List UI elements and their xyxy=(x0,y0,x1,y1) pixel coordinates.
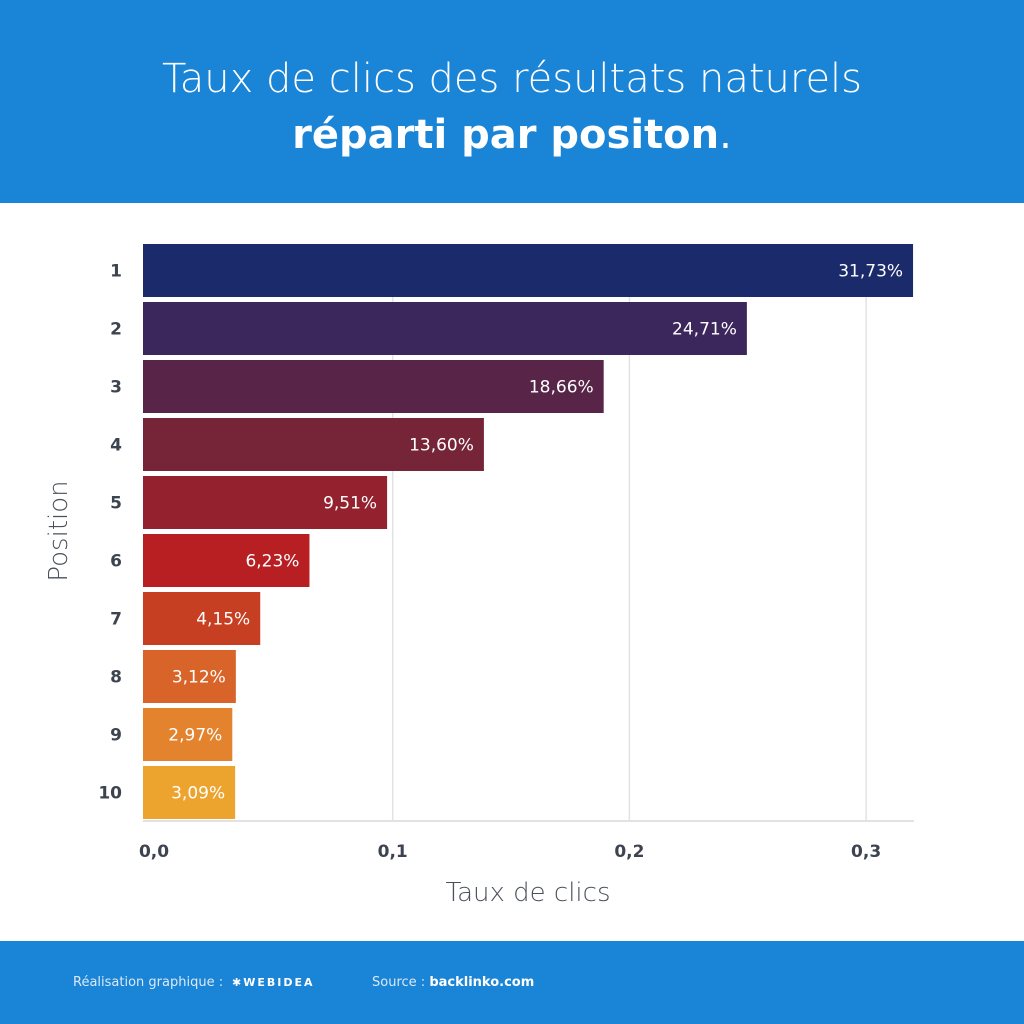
bar xyxy=(143,418,484,471)
data-label: 18,66% xyxy=(529,378,594,398)
x-tick-label: 0,1 xyxy=(378,842,408,862)
y-tick-label: 9 xyxy=(110,726,122,746)
y-tick-label: 4 xyxy=(110,436,122,456)
x-axis-title: Taux de clics xyxy=(446,878,611,908)
y-tick-label: 2 xyxy=(110,320,122,340)
title-tail: . xyxy=(719,112,732,158)
webidea-logo: ✱WEBIDEA xyxy=(232,976,315,989)
data-label: 31,73% xyxy=(838,262,903,282)
title-line-1: Taux de clics des résultats naturels xyxy=(161,56,863,102)
data-label: 6,23% xyxy=(245,552,299,572)
x-tick-label: 0,2 xyxy=(614,842,644,862)
source: Source : backlinko.com xyxy=(372,975,535,990)
bar xyxy=(143,708,233,761)
footer: Réalisation graphique : ✱WEBIDEA Source … xyxy=(0,941,1024,1024)
data-label: 13,60% xyxy=(409,436,474,456)
bar xyxy=(143,302,747,355)
bar xyxy=(143,360,604,413)
header: Taux de clics des résultats naturels rép… xyxy=(0,0,1024,203)
bar xyxy=(143,244,914,297)
title-bold: réparti par positon xyxy=(292,112,720,158)
x-tick-label: 0,0 xyxy=(139,842,169,862)
data-label: 3,12% xyxy=(172,668,226,688)
y-tick-label: 10 xyxy=(98,784,122,804)
y-tick-label: 6 xyxy=(110,552,122,572)
data-label: 24,71% xyxy=(672,320,737,340)
bar-chart: 0,0 0,1 0,2 0,3 31,73% 1 24,71% 2 18,66% 3 13,60% 4… xyxy=(44,244,914,908)
y-tick-label: 3 xyxy=(110,378,122,398)
y-axis-title: Position xyxy=(44,480,74,581)
bar xyxy=(143,534,310,587)
bar xyxy=(143,650,236,703)
title-line-2: réparti par positon. xyxy=(0,112,1024,158)
y-tick-label: 5 xyxy=(110,494,122,514)
data-label: 3,09% xyxy=(171,784,225,804)
bar xyxy=(143,476,388,529)
bar xyxy=(143,766,236,819)
data-label: 4,15% xyxy=(196,610,250,630)
data-label: 2,97% xyxy=(168,726,222,746)
data-label: 9,51% xyxy=(323,494,377,514)
y-tick-label: 7 xyxy=(110,610,122,630)
y-tick-label: 8 xyxy=(110,668,122,688)
x-tick-label: 0,3 xyxy=(851,842,881,862)
y-tick-label: 1 xyxy=(110,262,122,282)
credit-label: Réalisation graphique : xyxy=(73,975,224,990)
bar xyxy=(143,592,261,645)
